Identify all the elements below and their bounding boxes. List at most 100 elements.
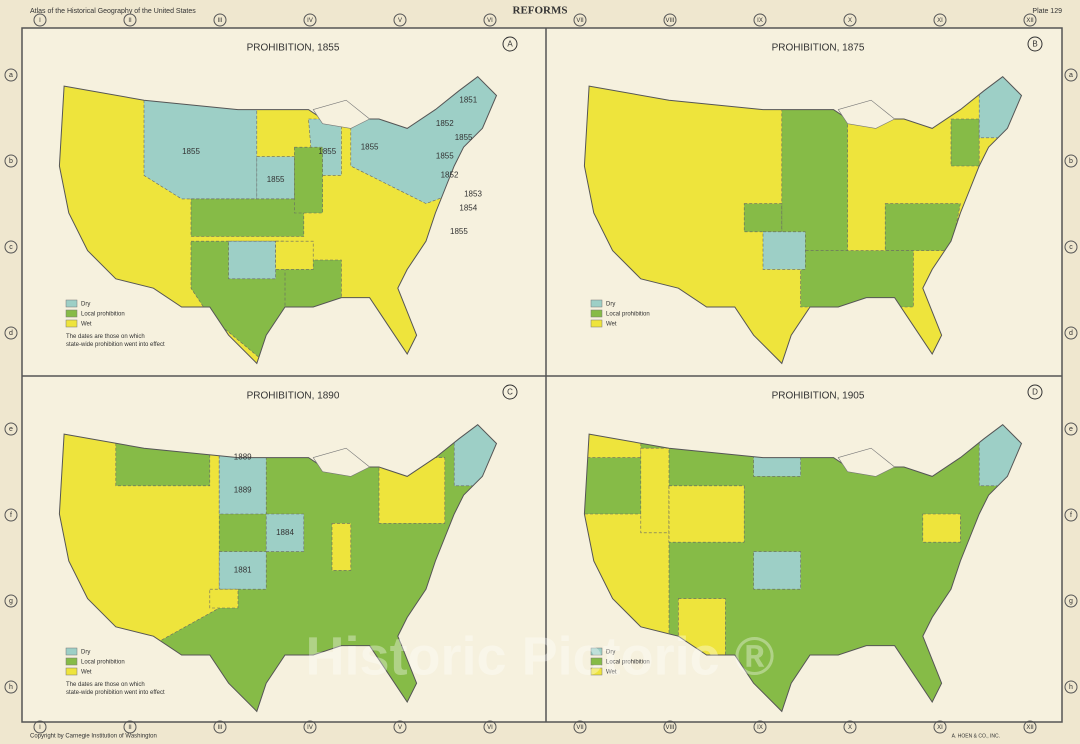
grid-ref-column: IV [307, 725, 313, 731]
grid-ref-column: VII [576, 18, 584, 24]
grid-ref-circle [4, 240, 18, 254]
legend-label: Dry [606, 302, 615, 308]
grid-ref-circle [573, 720, 587, 734]
region [678, 598, 726, 656]
legend-label: Local prohibition [81, 312, 125, 318]
grid-ref-circle [303, 720, 317, 734]
grid-ref-circle [1064, 326, 1078, 340]
grid-ref-column: I [39, 18, 41, 24]
legend-label: Wet [81, 670, 92, 676]
grid-ref-column: VIII [665, 725, 674, 731]
grid-ref-circle [4, 422, 18, 436]
grid-ref-column: XII [1026, 18, 1034, 24]
panel-letter-circle [502, 36, 518, 52]
grid-ref-row: h [1069, 684, 1073, 691]
legend-label: Wet [606, 670, 617, 676]
grid-ref-row: h [9, 684, 13, 691]
year-label: 1854 [459, 203, 477, 212]
footer-right: A. HOEN & CO., INC. [952, 733, 1000, 739]
panel-letter-circle [1027, 384, 1043, 400]
grid-ref-circle [4, 508, 18, 522]
lake [837, 99, 896, 129]
year-label: 1852 [436, 119, 454, 128]
grid-ref-circle [4, 68, 18, 82]
legend-note: The dates are those on which state-wide p… [66, 334, 165, 348]
grid-ref-column: IX [757, 725, 763, 731]
year-label: 1855 [455, 133, 473, 142]
grid-ref-column: XII [1026, 725, 1034, 731]
grid-ref-row: d [1069, 330, 1073, 337]
grid-ref-row: c [1069, 244, 1073, 251]
panel-letter: B [1032, 40, 1037, 49]
grid-ref-circle [1023, 13, 1037, 27]
grid-ref-circle [213, 13, 227, 27]
panel-letter: D [1032, 388, 1038, 397]
year-label: 1855 [436, 152, 454, 161]
legend-label: Dry [81, 302, 90, 308]
grid-ref-row: f [1070, 512, 1072, 519]
region [800, 250, 914, 308]
grid-ref-column: VIII [665, 18, 674, 24]
footer-left: Copyright by Carnegie Institution of Was… [30, 734, 157, 740]
grid-ref-column: II [128, 18, 132, 24]
year-label: 1851 [459, 95, 477, 104]
year-label: 1889 [234, 453, 252, 462]
year-label: 1855 [361, 142, 379, 151]
legend-swatch [65, 299, 78, 308]
grid-ref-row: g [1069, 598, 1073, 605]
grid-ref-circle [4, 680, 18, 694]
grid-ref-column: XI [937, 725, 943, 731]
region [256, 156, 295, 200]
grid-ref-column: III [217, 725, 222, 731]
grid-ref-column: V [398, 18, 402, 24]
grid-ref-circle [933, 13, 947, 27]
region [331, 523, 352, 571]
region [743, 203, 783, 233]
region [950, 118, 980, 167]
grid-ref-column: XI [937, 18, 943, 24]
grid-ref-circle [843, 720, 857, 734]
grid-ref-circle [213, 720, 227, 734]
legend-swatch [65, 647, 78, 656]
grid-ref-circle [483, 720, 497, 734]
header-right: Plate 129 [1032, 8, 1062, 15]
grid-ref-column: VI [487, 725, 493, 731]
grid-ref-circle [4, 594, 18, 608]
grid-ref-circle [663, 13, 677, 27]
panel-letter-circle [502, 384, 518, 400]
grid-ref-circle [1064, 240, 1078, 254]
region [922, 513, 961, 543]
year-label: 1855 [267, 175, 285, 184]
grid-ref-row: d [9, 330, 13, 337]
legend-label: Dry [606, 650, 615, 656]
legend-label: Local prohibition [81, 660, 125, 666]
grid-ref-circle [1064, 422, 1078, 436]
legend-label: Wet [81, 322, 92, 328]
region [218, 551, 267, 590]
grid-ref-column: VII [576, 725, 584, 731]
grid-ref-circle [1064, 594, 1078, 608]
year-label: 1855 [318, 147, 336, 156]
map [584, 76, 1022, 364]
lake [837, 447, 896, 477]
grid-ref-row: g [9, 598, 13, 605]
grid-ref-row: b [1069, 158, 1073, 165]
legend-label: Local prohibition [606, 660, 650, 666]
grid-ref-circle [393, 720, 407, 734]
grid-ref-column: X [848, 725, 852, 731]
grid-ref-circle [393, 13, 407, 27]
grid-ref-column: VI [487, 18, 493, 24]
grid-ref-circle [33, 720, 47, 734]
grid-ref-circle [1064, 680, 1078, 694]
grid-ref-column: III [217, 18, 222, 24]
region [884, 203, 961, 251]
legend-swatch [65, 667, 78, 676]
grid-ref-column: II [128, 725, 132, 731]
panel-title: PROHIBITION, 1855 [247, 43, 340, 54]
grid-ref-circle [1023, 720, 1037, 734]
region [668, 485, 745, 543]
lake [312, 99, 371, 129]
grid-ref-circle [483, 13, 497, 27]
legend-label: Wet [606, 322, 617, 328]
